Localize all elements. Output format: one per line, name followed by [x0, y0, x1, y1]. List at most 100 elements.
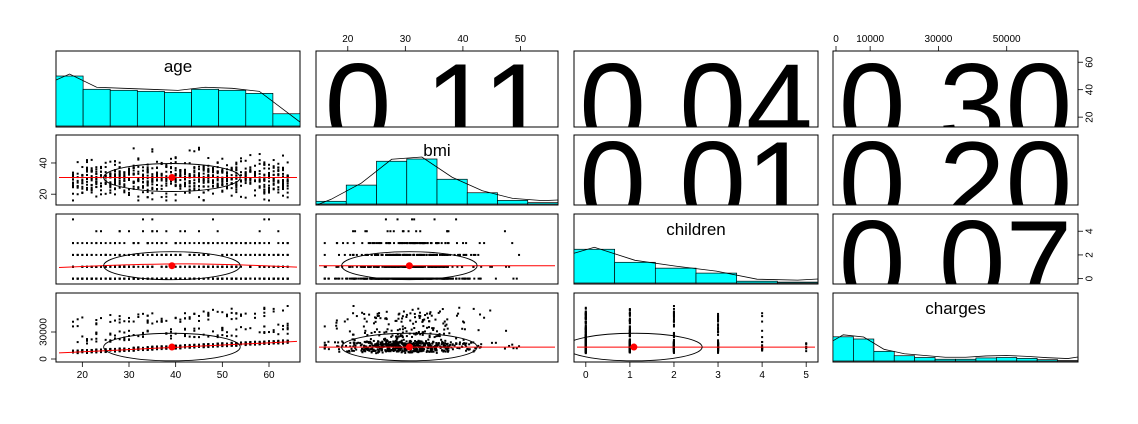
scatter-point: [86, 174, 88, 176]
scatter-point: [170, 335, 172, 337]
scatter-point: [193, 185, 195, 187]
scatter-point: [456, 315, 458, 317]
scatter-point: [217, 184, 219, 186]
scatter-point: [259, 230, 261, 232]
scatter-point: [207, 346, 209, 348]
scatter-point: [226, 242, 228, 244]
scatter-point: [344, 321, 346, 323]
scatter-point: [156, 179, 158, 181]
scatter-point: [448, 332, 450, 334]
scatter-point: [422, 325, 424, 327]
scatter-point: [109, 173, 111, 175]
scatter-point: [585, 352, 587, 354]
scatter-point: [673, 324, 675, 326]
scatter-point: [429, 343, 431, 345]
scatter-point: [411, 218, 413, 220]
scatter-point: [231, 242, 233, 244]
scatter-point: [109, 333, 111, 335]
scatter-point: [372, 350, 374, 352]
scatter-point: [72, 278, 74, 280]
scatter-point: [387, 328, 389, 330]
scatter-point: [95, 166, 97, 168]
scatter-point: [761, 321, 763, 323]
scatter-point: [175, 161, 177, 163]
scatter-point: [273, 310, 275, 312]
scatter-point: [403, 339, 405, 341]
scatter-point: [137, 166, 139, 168]
scatter-point: [717, 327, 719, 329]
scatter-point: [109, 321, 111, 323]
variable-label-children: children: [666, 220, 726, 239]
scatter-point: [761, 348, 763, 350]
scatter-point: [198, 149, 200, 151]
scatter-point: [409, 254, 411, 256]
scatter-point: [282, 179, 284, 181]
scatter-point: [268, 185, 270, 187]
scatter-point: [367, 347, 369, 349]
scatter-point: [347, 242, 349, 244]
scatter-point: [189, 336, 191, 338]
scatter-point: [383, 332, 385, 334]
scatter-point: [468, 349, 470, 351]
scatter-point: [345, 278, 347, 280]
scatter-point: [77, 318, 79, 320]
scatter-point: [165, 185, 167, 187]
scatter-point: [240, 157, 242, 159]
scatter-point: [81, 254, 83, 256]
scatter-point: [81, 242, 83, 244]
scatter-point: [717, 342, 719, 344]
scatter-point: [392, 348, 394, 350]
scatter-point: [428, 320, 430, 322]
scatter-point: [203, 199, 205, 201]
scatter-point: [95, 333, 97, 335]
scatter-point: [263, 189, 265, 191]
scatter-point: [147, 180, 149, 182]
scatter-point: [441, 242, 443, 244]
scatter-point: [287, 179, 289, 181]
scatter-point: [100, 193, 102, 195]
scatter-point: [100, 242, 102, 244]
scatter-point: [400, 335, 402, 337]
scatter-point: [327, 341, 329, 343]
scatter-point: [151, 188, 153, 190]
scatter-point: [151, 173, 153, 175]
tick-label-age: 50: [217, 370, 229, 381]
tick-label-children: 0: [583, 370, 589, 381]
scatter-point: [391, 330, 393, 332]
scatter-point: [161, 318, 163, 320]
scatter-point: [170, 182, 172, 184]
scatter-point: [287, 327, 289, 329]
scatter-point: [416, 350, 418, 352]
scatter-point: [189, 182, 191, 184]
scatter-point: [349, 342, 351, 344]
scatter-point: [412, 350, 414, 352]
scatter-point: [426, 327, 428, 329]
scatter-point: [393, 242, 395, 244]
scatter-point: [287, 254, 289, 256]
scatter-point: [473, 278, 475, 280]
scatter-point: [161, 179, 163, 181]
scatter-point: [161, 175, 163, 177]
scatter-point: [375, 352, 377, 354]
scatter-point: [268, 242, 270, 244]
scatter-point: [376, 242, 378, 244]
scatter-point: [369, 345, 371, 347]
scatter-point: [105, 266, 107, 268]
scatter-point: [391, 343, 393, 345]
mean-point: [406, 344, 413, 351]
scatter-point: [193, 266, 195, 268]
scatter-point: [142, 181, 144, 183]
scatter-point: [189, 189, 191, 191]
scatter-point: [673, 352, 675, 354]
scatter-point: [397, 318, 399, 320]
scatter-point: [371, 278, 373, 280]
scatter-point: [415, 230, 417, 232]
scatter-point: [226, 254, 228, 256]
tick-label-bmi: 20: [39, 188, 50, 200]
scatter-point: [259, 159, 261, 161]
scatter-point: [468, 278, 470, 280]
variable-label-charges: charges: [925, 299, 985, 318]
scatter-point: [377, 352, 379, 354]
scatter-point: [717, 323, 719, 325]
scatter-point: [189, 175, 191, 177]
